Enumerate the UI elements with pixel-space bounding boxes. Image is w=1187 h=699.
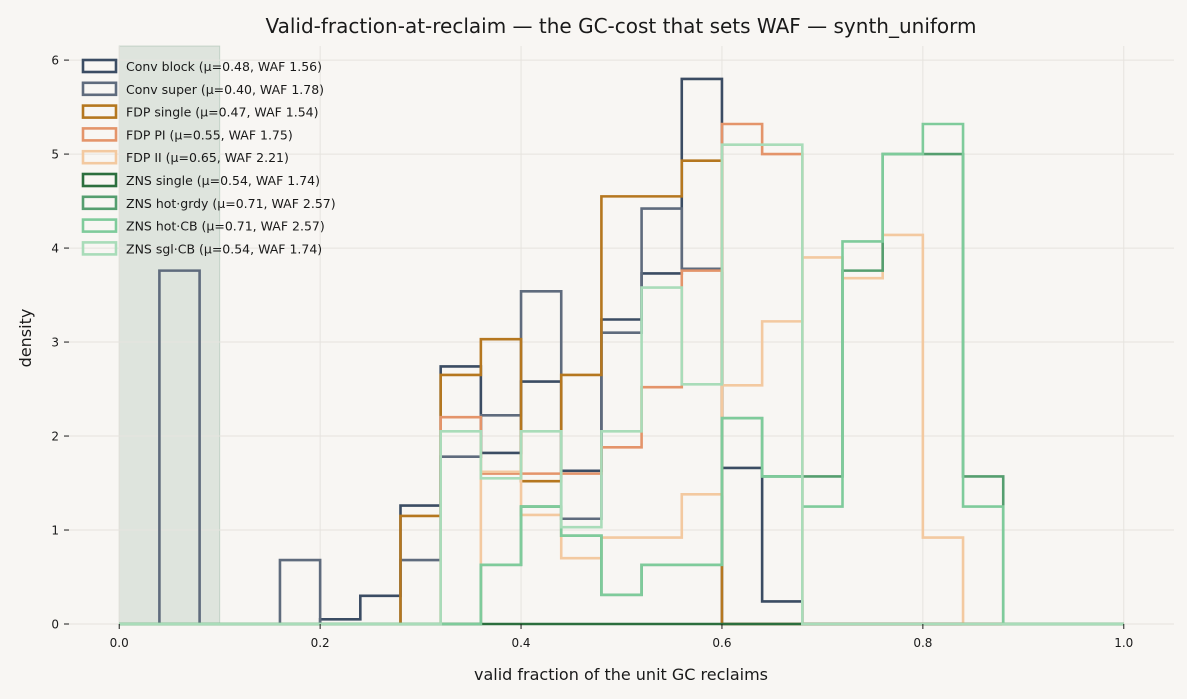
legend-item: Conv block (μ=0.48, WAF 1.56) xyxy=(81,58,322,74)
legend-swatch xyxy=(81,241,118,256)
legend-swatch xyxy=(81,127,118,142)
legend-label: ZNS hot·CB (μ=0.71, WAF 2.57) xyxy=(126,219,325,234)
legend-item: ZNS sgl·CB (μ=0.54, WAF 1.74) xyxy=(81,241,322,256)
legend-label: Conv block (μ=0.48, WAF 1.56) xyxy=(126,59,322,74)
y-tick-label: 5 xyxy=(51,148,59,162)
legend-swatch xyxy=(81,58,118,74)
x-tick-label: 1.0 xyxy=(1114,636,1133,650)
legend-label: FDP single (μ=0.47, WAF 1.54) xyxy=(126,105,319,120)
legend-label: ZNS hot·grdy (μ=0.71, WAF 2.57) xyxy=(126,196,336,211)
legend-item: Conv super (μ=0.40, WAF 1.78) xyxy=(81,81,324,97)
legend-item: FDP single (μ=0.47, WAF 1.54) xyxy=(81,104,319,120)
legend-item: ZNS hot·grdy (μ=0.71, WAF 2.57) xyxy=(81,195,336,211)
x-tick-label: 0.8 xyxy=(913,636,932,650)
shaded-band xyxy=(118,45,221,625)
y-tick-label: 2 xyxy=(51,430,59,444)
x-tick-label: 0.0 xyxy=(110,636,129,650)
axis-layer: 0.0 0.2 0.4 0.6 0.8 1.0 0 1 2 3 4 5 6 xyxy=(51,54,1133,650)
legend-swatch xyxy=(81,218,118,233)
y-axis-label: density xyxy=(16,309,35,368)
chart-title: Valid-fraction-at-reclaim — the GC-cost … xyxy=(265,14,976,38)
legend-label: FDP PI (μ=0.55, WAF 1.75) xyxy=(126,127,293,142)
legend-item: FDP PI (μ=0.55, WAF 1.75) xyxy=(81,127,293,142)
y-tick-label: 4 xyxy=(51,242,59,256)
series-layer xyxy=(119,77,1124,626)
legend-item: ZNS hot·CB (μ=0.71, WAF 2.57) xyxy=(81,218,325,234)
plot-area xyxy=(69,46,1174,624)
legend-label: ZNS sgl·CB (μ=0.54, WAF 1.74) xyxy=(126,241,322,256)
legend-swatch xyxy=(81,104,118,119)
x-tick-label: 0.4 xyxy=(511,636,530,650)
legend-swatch xyxy=(81,149,118,165)
x-axis-label: valid fraction of the unit GC reclaims xyxy=(474,665,768,684)
series-step-9 xyxy=(119,143,1124,626)
x-tick-label: 0.6 xyxy=(712,636,731,650)
legend-swatch xyxy=(81,195,118,211)
y-tick-label: 3 xyxy=(51,336,59,350)
legend: Conv block (μ=0.48, WAF 1.56) Conv super … xyxy=(81,58,336,256)
shaded-band-layer xyxy=(118,45,221,625)
y-tick-label: 6 xyxy=(51,54,59,68)
legend-swatch xyxy=(81,81,118,97)
y-tick-label: 0 xyxy=(51,618,59,632)
legend-label: FDP II (μ=0.65, WAF 2.21) xyxy=(126,150,289,165)
legend-swatch xyxy=(81,172,118,188)
legend-label: Conv super (μ=0.40, WAF 1.78) xyxy=(126,82,324,97)
y-tick-label: 1 xyxy=(51,524,59,538)
x-tick-label: 0.2 xyxy=(311,636,330,650)
legend-item: FDP II (μ=0.65, WAF 2.21) xyxy=(81,149,289,165)
legend-item: ZNS single (μ=0.54, WAF 1.74) xyxy=(81,172,320,188)
legend-label: ZNS single (μ=0.54, WAF 1.74) xyxy=(126,173,320,188)
